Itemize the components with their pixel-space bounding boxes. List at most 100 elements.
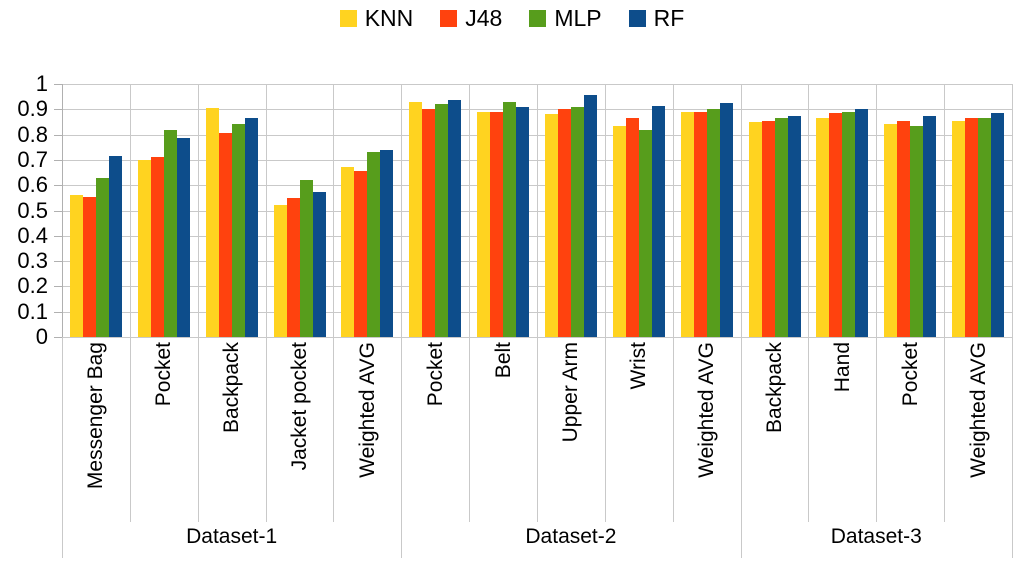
rf-bar [855, 109, 869, 337]
category-label: Weighted AVG [333, 342, 401, 517]
category-label-text: Weighted AVG [355, 342, 379, 478]
y-tick-mark [54, 261, 62, 263]
mlp-bar [570, 107, 584, 337]
y-tick-label: 0.2 [17, 273, 48, 299]
vertical-gridline [197, 84, 199, 337]
y-tick-label: 0 [35, 324, 48, 349]
rf-bar [312, 192, 326, 337]
category-separator [197, 337, 199, 522]
legend-item-j48: J48 [440, 5, 502, 32]
y-tick-mark [54, 210, 62, 212]
vertical-gridline [265, 84, 267, 337]
vertical-gridline [672, 84, 674, 337]
y-tick-label: 0.7 [17, 146, 48, 172]
mlp-bar [231, 124, 245, 337]
category-separator [876, 337, 878, 522]
vertical-gridline [740, 84, 742, 337]
y-tick-mark [54, 84, 62, 85]
j48-bar [625, 118, 639, 337]
category-label-text: Hand [830, 342, 854, 393]
mlp-bar [774, 118, 788, 337]
j48-bar [490, 112, 504, 337]
dataset-label: Dataset-2 [525, 525, 617, 548]
legend-item-rf: RF [628, 4, 685, 32]
knn-bar [612, 126, 626, 337]
mlp-bar [978, 118, 992, 337]
j48-bar [693, 112, 707, 337]
category-label-text: Jacket pocket [287, 342, 311, 471]
knn-bar [680, 112, 694, 337]
category-label: Hand [808, 342, 876, 517]
rf-bar [583, 95, 597, 337]
category-label: Weighted AVG [944, 342, 1012, 517]
category-label-text: Backpack [220, 342, 244, 434]
knn-bar [748, 122, 762, 337]
category-label-text: Messenger Bag [84, 342, 108, 490]
y-tick-mark [54, 185, 62, 187]
knn-bar [952, 121, 966, 337]
rf-bar [787, 116, 801, 337]
mlp-bar [842, 112, 856, 337]
category-label: Backpack [741, 342, 809, 517]
dataset-label: Dataset-3 [830, 525, 922, 548]
category-label-text: Weighted AVG [966, 342, 990, 478]
mlp-bar [706, 109, 720, 337]
legend-label: MLP [554, 4, 602, 31]
y-tick-mark [54, 134, 62, 136]
y-tick-label: 1 [35, 71, 48, 96]
legend-label: KNN [364, 4, 414, 31]
vertical-gridline [876, 84, 878, 337]
j48-bar [557, 109, 571, 337]
legend-item-mlp: MLP [529, 4, 602, 32]
vertical-gridline [944, 84, 946, 337]
j48-bar [354, 171, 368, 337]
knn-bar [544, 114, 558, 337]
vertical-gridline [604, 84, 606, 337]
j48-bar [82, 197, 96, 337]
knn-bar [205, 108, 219, 337]
mlp-bar [367, 152, 381, 337]
y-tick-mark [54, 159, 62, 161]
category-label: Belt [469, 342, 537, 517]
y-tick-label: 0.6 [17, 172, 48, 198]
category-separator [129, 337, 131, 522]
rf-bar [244, 118, 258, 337]
y-tick-mark [54, 235, 62, 237]
rf-bar [176, 138, 190, 337]
legend-swatch-mlp [529, 9, 547, 27]
y-tick-label: 0.5 [17, 197, 48, 223]
mlp-bar [299, 180, 313, 337]
rf-bar [991, 113, 1005, 337]
y-axis-line [62, 84, 63, 337]
category-label: Weighted AVG [673, 342, 741, 517]
category-label: Messenger Bag [62, 342, 130, 517]
vertical-gridline [1012, 84, 1013, 337]
legend-swatch-j48 [440, 9, 458, 27]
legend-label: RF [653, 4, 685, 31]
category-label-text: Weighted AVG [695, 342, 719, 478]
j48-bar [150, 157, 164, 337]
category-separator [537, 337, 538, 522]
category-label-text: Pocket [898, 342, 922, 407]
y-tick-label: 0.3 [17, 248, 48, 274]
category-label-text: Wrist [627, 342, 651, 390]
knn-bar [477, 112, 491, 337]
j48-bar [965, 118, 979, 337]
vertical-gridline [808, 84, 810, 337]
vertical-gridline [333, 84, 335, 337]
knn-bar [341, 167, 355, 337]
vertical-gridline [469, 84, 471, 337]
mlp-bar [95, 178, 109, 337]
j48-bar [829, 113, 843, 337]
group-separator [401, 337, 403, 558]
y-tick-label: 0.9 [17, 96, 48, 122]
mlp-bar [503, 102, 517, 337]
legend-item-knn: KNN [339, 4, 414, 32]
category-label: Pocket [130, 342, 198, 517]
category-label-text: Backpack [762, 342, 786, 434]
j48-bar [761, 121, 775, 337]
mlp-bar [638, 130, 652, 337]
category-label-text: Belt [491, 342, 515, 379]
knn-bar [409, 102, 423, 337]
